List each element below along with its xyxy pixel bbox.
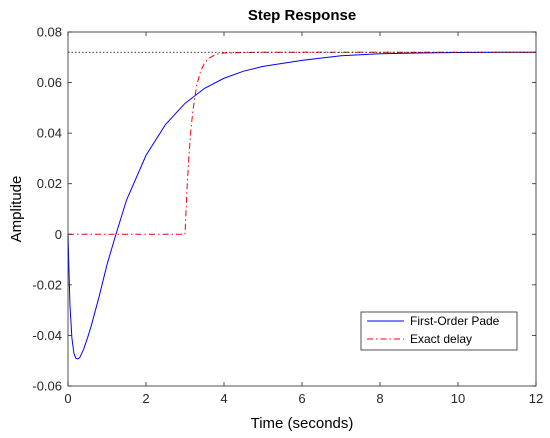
y-axis: -0.06 -0.04 -0.02 0 0.02 0.04 0.06 0.08 — [32, 25, 536, 394]
x-tick-label: 0 — [64, 391, 71, 406]
x-axis-label: Time (seconds) — [251, 415, 354, 432]
x-tick-label: 2 — [142, 391, 149, 406]
x-tick-label: 4 — [220, 391, 227, 406]
y-tick-label: 0.06 — [37, 75, 62, 90]
legend-label-first-order-pade: First-Order Pade — [410, 314, 500, 328]
legend-label-exact-delay: Exact delay — [410, 332, 472, 346]
legend: First-Order Pade Exact delay — [360, 311, 518, 351]
x-tick-label: 12 — [529, 391, 543, 406]
x-tick-label: 8 — [376, 391, 383, 406]
series-line-first-order-pade — [67, 51, 536, 360]
x-tick-label: 10 — [451, 391, 465, 406]
chart-title: Step Response — [248, 7, 356, 24]
y-tick-label: -0.06 — [32, 379, 62, 394]
y-tick-label: -0.02 — [32, 277, 62, 292]
y-tick-label: 0 — [55, 227, 62, 242]
legend-box — [360, 311, 518, 351]
y-tick-label: 0.02 — [37, 176, 62, 191]
y-tick-label: 0.08 — [37, 25, 62, 40]
x-axis: 0 2 4 6 8 10 12 — [64, 32, 543, 406]
series-layer — [67, 51, 536, 360]
y-tick-label: -0.04 — [32, 328, 62, 343]
y-axis-label: Amplitude — [8, 176, 25, 243]
x-tick-label: 6 — [298, 391, 305, 406]
y-tick-label: 0.04 — [37, 126, 62, 141]
